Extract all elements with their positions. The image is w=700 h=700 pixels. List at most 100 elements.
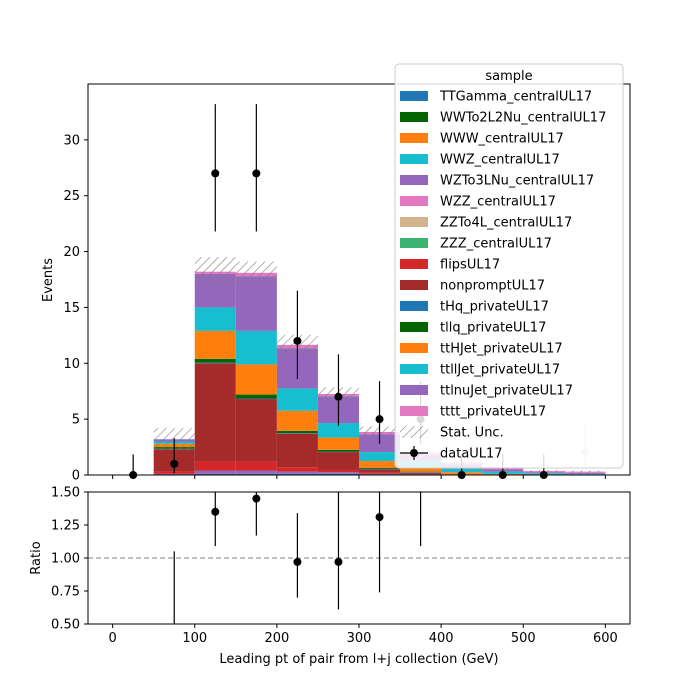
legend-swatch <box>400 259 428 269</box>
ratio-point <box>252 494 261 503</box>
legend-label: WZZ_centralUL17 <box>440 195 556 210</box>
y-tick-label: 20 <box>63 245 80 260</box>
legend-label: dataUL17 <box>440 447 503 462</box>
x-tick-label: 300 <box>347 631 372 646</box>
bar-segment <box>235 470 277 474</box>
uncertainty-band <box>564 470 606 473</box>
bar-segment <box>276 467 318 472</box>
data-point <box>252 169 261 178</box>
bar-segment <box>400 473 442 475</box>
legend-label: WZTo3LNu_centralUL17 <box>440 174 594 189</box>
legend-swatch <box>400 238 428 248</box>
legend-label: TTGamma_centralUL17 <box>439 90 592 105</box>
bar-segment <box>235 364 277 395</box>
legend-items: TTGamma_centralUL17 WWTo2L2Nu_centralUL17… <box>400 90 606 462</box>
bar-segment <box>359 452 401 462</box>
bar-segment <box>235 461 277 471</box>
legend-swatch-uncertainty <box>400 426 428 438</box>
legend-label: flipsUL17 <box>440 258 500 273</box>
ratio-y-tick-label: 0.50 <box>51 618 80 633</box>
bar-segment <box>359 461 401 468</box>
bar-segment <box>194 358 236 363</box>
uncertainty-band <box>235 261 277 284</box>
bar-segment <box>235 330 277 365</box>
bar-segment <box>359 472 401 474</box>
legend-swatch <box>400 217 428 227</box>
ratio-y-tick-label: 1.25 <box>51 519 80 534</box>
data-point <box>293 336 302 345</box>
legend-label: Stat. Unc. <box>440 426 504 441</box>
bar-segment <box>276 433 318 468</box>
ratio-y-axis-label: Ratio <box>29 541 44 574</box>
bar-segment <box>194 470 236 474</box>
bar-segment <box>317 451 359 453</box>
legend-title: sample <box>485 69 532 84</box>
bar-segment <box>359 473 401 475</box>
bar-segment <box>194 473 236 475</box>
bar-segment <box>276 430 318 434</box>
x-tick-label: 100 <box>182 631 207 646</box>
legend-label: ttllJet_privateUL17 <box>440 363 560 378</box>
legend-swatch <box>400 343 428 353</box>
y-tick-label: 5 <box>72 413 80 428</box>
y-tick-label: 30 <box>63 133 80 148</box>
bar-segment <box>194 307 236 331</box>
bar-segment <box>400 472 442 474</box>
ratio-y-tick-label: 1.00 <box>51 552 80 567</box>
ratio-y-ticks: 0.50 0.75 1.00 1.25 1.50 <box>51 486 88 633</box>
legend-swatch <box>400 133 428 143</box>
ratio-point <box>211 507 220 516</box>
bar-segment <box>359 467 401 469</box>
bar-segment <box>359 468 401 470</box>
y-tick-label: 0 <box>72 469 80 484</box>
bar-segment <box>235 394 277 399</box>
bar-segment <box>276 433 318 434</box>
bar-segment <box>276 410 318 431</box>
x-tick-label: 600 <box>593 631 618 646</box>
uncertainty-band <box>194 257 236 287</box>
ratio-point <box>375 513 384 522</box>
y-tick-label: 25 <box>63 189 80 204</box>
ratio-y-tick-label: 1.50 <box>51 486 80 501</box>
bar-segment <box>359 469 401 473</box>
legend-label: ZZZ_centralUL17 <box>440 237 552 252</box>
bar-segment <box>564 473 606 475</box>
bar-segment <box>194 363 236 462</box>
data-point <box>211 169 220 178</box>
legend-label: tHq_privateUL17 <box>440 300 549 315</box>
legend-box <box>394 63 624 469</box>
bar-segment <box>194 362 236 364</box>
bar-segment <box>194 330 236 359</box>
bar-segment <box>235 276 277 331</box>
ratio-point <box>170 648 178 656</box>
legend-swatch <box>400 175 428 185</box>
bar-segment <box>194 461 236 471</box>
bar-segment <box>317 423 359 438</box>
bar-segment <box>235 473 277 475</box>
x-tick-label: 400 <box>429 631 454 646</box>
legend-swatch <box>400 385 428 395</box>
ratio-point <box>334 557 343 566</box>
data-point <box>334 392 343 401</box>
x-tick-label: 200 <box>264 631 289 646</box>
legend-swatch <box>400 91 428 101</box>
x-tick-label: 0 <box>108 631 116 646</box>
legend-label: tttt_privateUL17 <box>440 405 546 420</box>
bar-segment <box>564 472 606 474</box>
main-y-axis-label: Events <box>41 258 56 302</box>
bar-segment <box>317 472 359 474</box>
legend-swatch <box>400 196 428 206</box>
bar-segment <box>400 472 442 473</box>
legend-label: ZZTo4L_centralUL17 <box>440 216 572 231</box>
y-tick-label: 10 <box>63 357 80 372</box>
legend-label: WWW_centralUL17 <box>440 132 564 147</box>
bar-segment <box>400 471 442 473</box>
legend-swatch <box>400 301 428 311</box>
bar-segment <box>153 473 195 475</box>
x-tick-label: 500 <box>511 631 536 646</box>
ratio-x-ticks: 0 100 200 300 400 500 600 <box>108 624 618 646</box>
data-point <box>375 415 384 424</box>
ratio-points <box>170 492 422 656</box>
legend-swatch <box>400 280 428 290</box>
